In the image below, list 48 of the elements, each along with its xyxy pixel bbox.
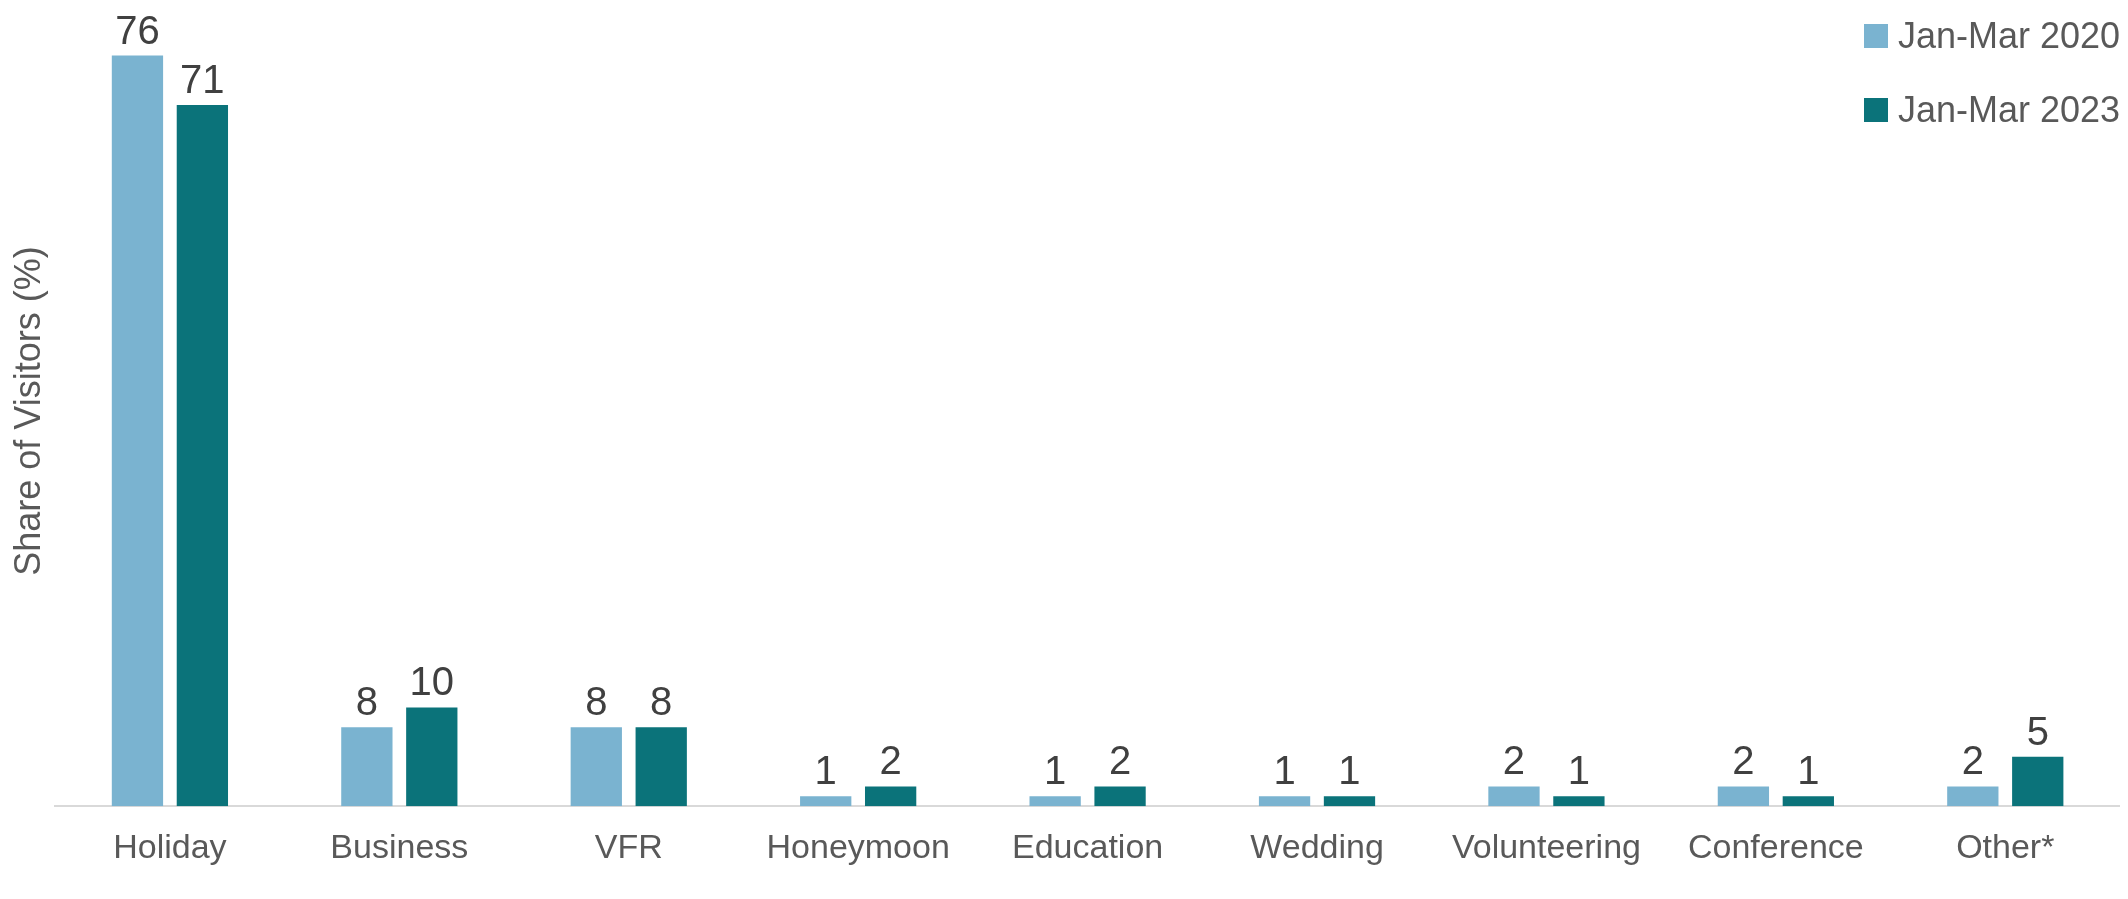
data-label: 71: [180, 56, 225, 101]
bar: [406, 707, 458, 807]
x-tick-label: VFR: [594, 826, 663, 865]
x-tick-label: Holiday: [113, 826, 227, 865]
y-axis-title: Share of Visitors (%): [6, 246, 48, 576]
bar: [1029, 796, 1081, 807]
x-tick-label: Wedding: [1250, 826, 1384, 865]
data-label: 1: [814, 748, 837, 793]
bar: [1782, 796, 1834, 807]
bar: [1094, 786, 1146, 807]
x-tick-label: Volunteering: [1451, 826, 1641, 865]
bar: [341, 727, 393, 807]
x-tick-label: Honeymoon: [766, 826, 950, 865]
data-label: 1: [1273, 748, 1296, 793]
x-tick-label: Other*: [1956, 826, 2055, 865]
data-label: 1: [1044, 748, 1067, 793]
bar: [2012, 756, 2064, 807]
data-label: 2: [1732, 738, 1755, 783]
data-label: 5: [2026, 708, 2049, 753]
data-label: 1: [1567, 748, 1591, 793]
data-label: 2: [1108, 738, 1132, 783]
bar: [1947, 786, 1999, 807]
bar: [865, 786, 917, 807]
bar: [111, 55, 164, 807]
data-label: 1: [1338, 748, 1361, 793]
legend-label: Jan-Mar 2023: [1897, 88, 2120, 132]
bar: [1323, 796, 1376, 807]
bar: [635, 727, 687, 807]
bar: [1553, 796, 1605, 807]
x-tick-label: Education: [1011, 826, 1164, 865]
bar: [176, 104, 229, 807]
x-tick-label: Business: [330, 826, 469, 865]
x-tick-label: Conference: [1687, 826, 1864, 865]
legend-label: Jan-Mar 2020: [1897, 14, 2120, 58]
data-label: 8: [650, 679, 673, 724]
bar: [1717, 786, 1770, 807]
bar: [1258, 796, 1311, 807]
bar: [1488, 786, 1540, 807]
data-label: 10: [409, 659, 455, 704]
data-label: 76: [115, 7, 160, 52]
bar: [800, 796, 852, 807]
data-label: 2: [1961, 738, 1984, 783]
data-label: 1: [1797, 748, 1820, 793]
data-label: 8: [585, 679, 608, 724]
data-label: 2: [1502, 738, 1526, 783]
data-label: 2: [879, 738, 902, 783]
bar: [570, 727, 622, 807]
data-label: 8: [355, 679, 378, 724]
